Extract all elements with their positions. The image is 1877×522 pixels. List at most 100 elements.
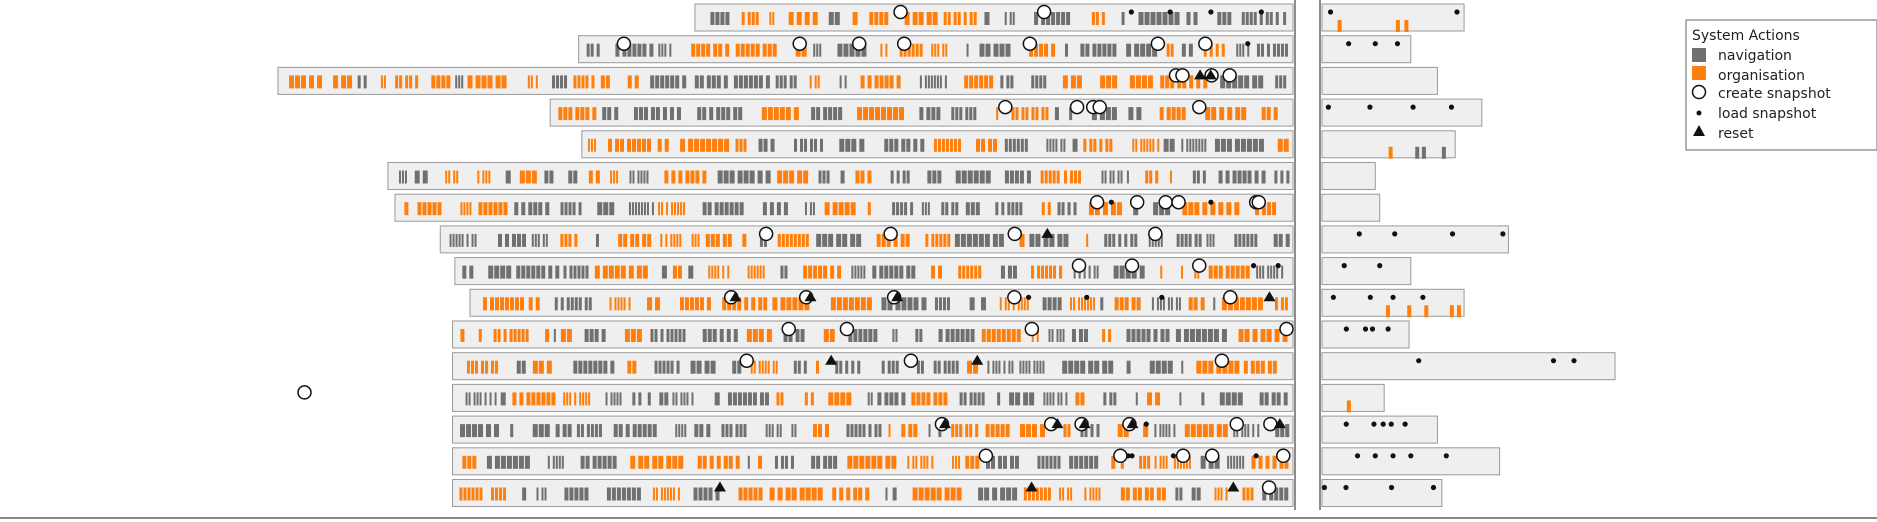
navigation-mark	[541, 487, 544, 501]
navigation-mark	[584, 487, 589, 501]
organisation-mark	[1004, 297, 1007, 311]
navigation-mark	[614, 107, 619, 121]
organisation-mark	[1039, 424, 1045, 438]
navigation-mark	[534, 233, 537, 247]
navigation-mark	[900, 202, 904, 216]
navigation-mark	[1010, 75, 1014, 89]
organisation-mark	[530, 75, 533, 89]
navigation-mark	[504, 233, 509, 247]
navigation-mark	[966, 233, 972, 247]
navigation-mark	[564, 75, 568, 89]
navigation-mark	[1023, 392, 1029, 406]
navigation-mark	[816, 43, 819, 57]
navigation-mark	[894, 138, 899, 152]
load-snapshot-marker	[1346, 41, 1352, 47]
organisation-mark	[758, 360, 761, 374]
post-session-row	[1321, 193, 1381, 222]
organisation-mark	[1086, 233, 1089, 247]
navigation-mark	[797, 360, 801, 374]
navigation-mark	[643, 170, 646, 184]
navigation-mark	[640, 170, 643, 184]
navigation-mark	[955, 329, 960, 342]
navigation-mark	[1250, 233, 1254, 247]
organisation-mark	[652, 455, 658, 469]
navigation-mark	[1191, 487, 1196, 501]
navigation-mark	[1154, 424, 1157, 438]
organisation-mark	[1250, 487, 1254, 501]
post-session-track	[1321, 3, 1465, 32]
navigation-mark	[1061, 12, 1066, 25]
navigation-mark	[858, 329, 863, 342]
navigation-mark	[1151, 297, 1154, 311]
navigation-mark	[603, 202, 609, 216]
organisation-mark	[769, 487, 775, 501]
navigation-mark	[854, 424, 858, 438]
organisation-mark	[996, 107, 999, 121]
navigation-mark	[579, 487, 584, 501]
navigation-mark	[602, 107, 607, 121]
organisation-mark	[747, 12, 751, 25]
navigation-mark	[1239, 43, 1242, 57]
navigation-mark	[1262, 265, 1265, 279]
navigation-mark	[729, 170, 735, 184]
navigation-mark	[816, 107, 821, 121]
navigation-mark	[682, 75, 687, 89]
navigation-mark	[814, 138, 818, 152]
navigation-mark	[466, 233, 469, 247]
navigation-mark	[1175, 487, 1179, 501]
organisation-mark	[679, 233, 682, 247]
navigation-mark	[803, 360, 807, 374]
organisation-mark	[1136, 297, 1141, 311]
organisation-mark	[1188, 297, 1193, 311]
organisation-mark	[829, 329, 835, 342]
navigation-mark	[590, 43, 594, 57]
load-snapshot-marker	[1369, 326, 1376, 332]
navigation-mark	[1222, 12, 1227, 25]
navigation-mark	[680, 392, 683, 406]
organisation-mark	[885, 455, 891, 469]
organisation-mark	[847, 455, 853, 469]
organisation-mark	[979, 75, 984, 89]
navigation-mark	[518, 455, 524, 469]
navigation-mark	[1051, 12, 1056, 25]
organisation-mark	[1221, 297, 1227, 311]
create-snapshot-marker	[739, 353, 754, 368]
organisation-mark	[1105, 138, 1109, 152]
navigation-mark	[569, 265, 573, 279]
organisation-mark	[1218, 265, 1223, 279]
organisation-mark	[955, 455, 958, 469]
organisation-mark	[466, 360, 470, 374]
organisation-mark	[642, 265, 648, 279]
navigation-mark	[724, 202, 729, 216]
organisation-mark	[694, 297, 699, 311]
organisation-mark	[694, 138, 700, 152]
navigation-mark	[884, 265, 889, 279]
navigation-mark	[642, 424, 647, 438]
navigation-mark	[1033, 360, 1036, 374]
navigation-mark	[586, 424, 590, 438]
organisation-mark	[901, 424, 906, 438]
navigation-mark	[906, 265, 911, 279]
navigation-mark	[616, 392, 619, 406]
navigation-mark	[707, 202, 712, 216]
navigation-mark	[779, 424, 782, 438]
navigation-mark	[1170, 297, 1173, 311]
navigation-mark	[1254, 170, 1259, 184]
navigation-mark	[1195, 329, 1201, 342]
organisation-mark	[830, 265, 835, 279]
organisation-mark	[585, 75, 589, 89]
navigation-mark	[488, 265, 494, 279]
navigation-mark	[696, 360, 702, 374]
navigation-mark	[1260, 43, 1264, 57]
organisation-mark	[579, 392, 582, 406]
navigation-mark	[992, 360, 995, 374]
organisation-mark	[1160, 265, 1163, 279]
organisation-mark	[481, 75, 487, 89]
navigation-mark	[633, 107, 638, 121]
navigation-mark	[725, 424, 729, 438]
navigation-mark	[1196, 170, 1200, 184]
navigation-mark	[939, 75, 942, 89]
organisation-mark	[1016, 329, 1021, 342]
navigation-mark	[568, 202, 572, 216]
organisation-mark	[560, 233, 564, 247]
